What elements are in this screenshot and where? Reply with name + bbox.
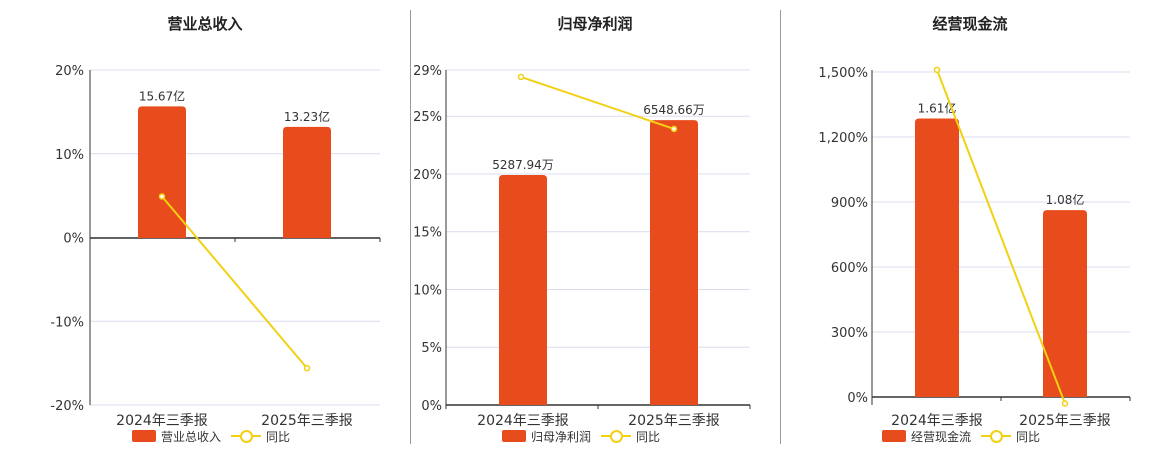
x-tick-label: 2025年三季报 [1019,413,1111,429]
y-tick-label: 900% [831,196,868,211]
chart-panel-net-profit: 归母净利润 29% 25% 20% 15% 10% 5% 0% 5287.94万 6548.66… [410,0,780,450]
line-point [670,125,678,133]
y-tick-label: 0% [63,232,84,247]
chart-svg: 29% 25% 20% 15% 10% 5% 0% 5287.94万 6548.66万 2024年… [413,64,751,429]
line-point [1061,400,1069,407]
bar [650,120,698,406]
legend-line-label: 同比 [266,429,291,444]
bar-value-label: 13.23亿 [284,109,330,124]
line-point [517,73,525,81]
legend-line-label: 同比 [636,429,661,444]
line-series [520,75,675,130]
legend-line-swatch [601,430,632,443]
y-tick-label: 15% [413,226,442,241]
bar-value-label: 6548.66万 [643,103,705,117]
bar-value-label: 15.67亿 [139,88,185,103]
chart-title: 归母净利润 [557,15,633,33]
chart-title: 营业总收入 [167,15,243,33]
legend-line-swatch [231,430,262,443]
y-tick-label: 10% [55,148,84,163]
y-tick-label: 1,200% [818,131,868,146]
chart-svg: 1,500% 1,200% 900% 600% 300% 0% 1.61亿 1.08亿 2024… [818,66,1131,429]
line-series [936,69,1066,404]
y-tick-label: 1,500% [818,66,868,81]
y-tick-label: 29% [413,64,442,79]
legend: 归母净利润 同比 [502,427,670,445]
line-point [303,364,311,372]
x-tick-label: 2024年三季报 [116,413,208,429]
y-tick-label: 5% [421,341,442,356]
legend: 营业总收入 同比 [132,427,300,445]
legend-bar-label: 归母净利润 [531,429,592,444]
bar [499,174,547,405]
bar [915,118,959,397]
legend-line-label: 同比 [1016,429,1041,444]
y-tick-label: 10% [413,283,442,298]
legend-bar-swatch [502,430,526,442]
y-tick-label: 25% [413,110,442,125]
y-tick-label: 0% [421,399,442,414]
y-tick-label: 300% [831,326,868,341]
line-series [161,195,308,369]
legend-bar-label: 营业总收入 [161,429,222,444]
line-point [158,193,166,200]
x-tick-label: 2024年三季报 [477,413,569,429]
y-tick-label: 0% [847,391,868,406]
bar [1043,210,1087,397]
bar-value-label: 5287.94万 [492,158,554,172]
y-tick-label: 600% [831,261,868,276]
legend-bar-label: 经营现金流 [911,429,972,444]
legend-bar-swatch [132,430,156,442]
x-tick-label: 2025年三季报 [261,413,353,429]
chart-panel-revenue: 营业总收入 20% 10% 0% -10% -20% 15.67亿 13.23亿 2024年三… [0,0,410,450]
chart-title: 经营现金流 [932,15,1008,33]
legend-line-swatch [981,430,1012,443]
chart-svg: 20% 10% 0% -10% -20% 15.67亿 13.23亿 2024年三季报 2025… [50,64,381,429]
bar [283,126,331,238]
bar-value-label: 1.08亿 [1046,192,1085,207]
panel-separator-1 [410,10,411,444]
x-tick-label: 2025年三季报 [628,413,720,429]
bar [138,106,186,238]
y-tick-label: 20% [55,64,84,79]
bar-value-label: 1.61亿 [918,100,957,115]
chart-panel-operating-cash-flow: 经营现金流 1,500% 1,200% 900% 600% 300% 0% 1.61亿 1.0… [780,0,1160,450]
y-tick-label: -20% [50,399,84,414]
y-tick-label: -10% [50,315,84,330]
legend-bar-swatch [882,430,906,442]
x-tick-label: 2024年三季报 [891,413,983,429]
panel-separator-2 [780,10,781,444]
line-point [933,66,941,74]
legend: 经营现金流 同比 [882,427,1050,445]
y-tick-label: 20% [413,168,442,183]
